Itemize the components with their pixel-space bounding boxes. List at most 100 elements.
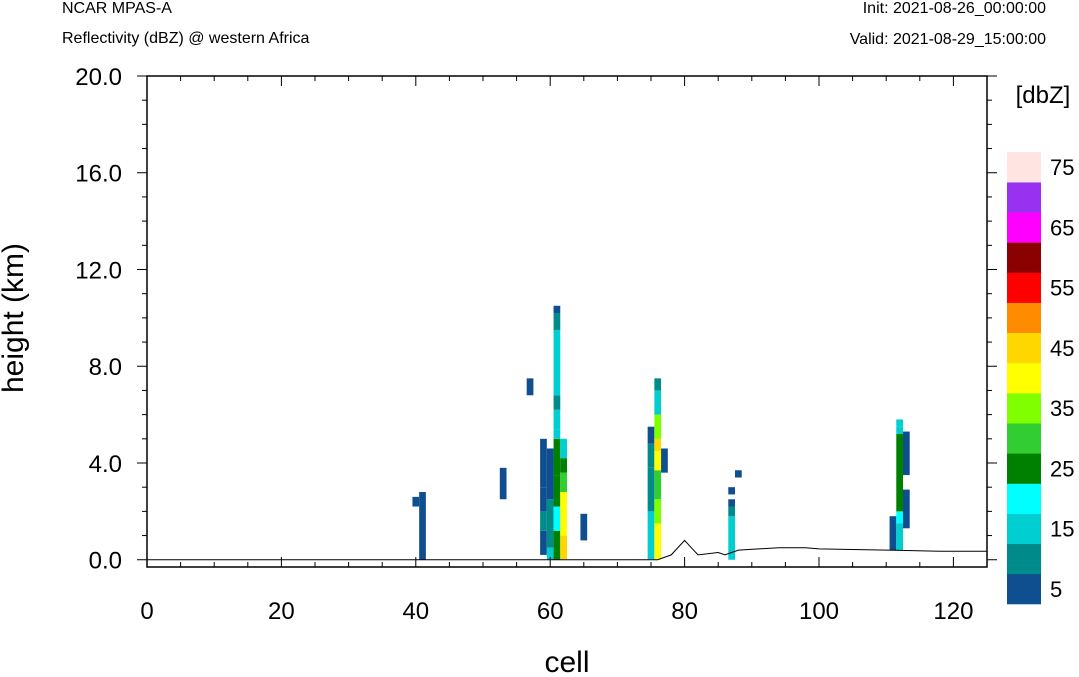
x-tick-label: 120 bbox=[933, 598, 973, 625]
reflectivity-cell bbox=[896, 433, 903, 512]
reflectivity-cell bbox=[896, 426, 903, 434]
reflectivity-cell bbox=[412, 496, 420, 507]
reflectivity-cell bbox=[654, 523, 662, 560]
colorbar-swatch bbox=[1007, 242, 1041, 273]
terrain-line bbox=[147, 539, 987, 561]
reflectivity-cell bbox=[540, 530, 547, 555]
colorbar-swatch bbox=[1007, 302, 1041, 334]
colorbar-swatch bbox=[1007, 212, 1041, 243]
reflectivity-cell bbox=[546, 448, 554, 500]
reflectivity-cell bbox=[728, 499, 735, 507]
colorbar-swatch bbox=[1007, 453, 1041, 484]
reflectivity-cell bbox=[654, 470, 662, 500]
field-subtitle: Reflectivity (dBZ) @ western Africa bbox=[62, 30, 310, 47]
colorbar-swatch bbox=[1007, 573, 1041, 605]
reflectivity-cell bbox=[553, 305, 561, 314]
colorbar-swatch bbox=[1007, 513, 1041, 545]
reflectivity-cell bbox=[546, 547, 554, 560]
reflectivity-cell bbox=[728, 487, 735, 495]
reflectivity-cell bbox=[896, 523, 903, 551]
x-axis-label: cell bbox=[544, 646, 589, 677]
reflectivity-cell bbox=[647, 426, 655, 444]
init-time: Init: 2021-08-26_00:00:00 bbox=[862, 0, 1046, 17]
reflectivity-cell bbox=[560, 472, 567, 493]
colorbar-swatch bbox=[1007, 182, 1041, 213]
y-tick-label: 4.0 bbox=[89, 451, 122, 478]
x-tick-label: 60 bbox=[537, 598, 564, 625]
plot-frame bbox=[146, 75, 988, 568]
reflectivity-cell bbox=[896, 419, 903, 427]
reflectivity-cell bbox=[560, 438, 567, 459]
reflectivity-cell bbox=[553, 429, 561, 439]
colorbar-swatch bbox=[1007, 423, 1041, 454]
reflectivity-cell bbox=[654, 378, 662, 391]
reflectivity-cell bbox=[735, 470, 742, 478]
y-tick-label: 12.0 bbox=[75, 257, 122, 284]
reflectivity-cell bbox=[728, 506, 735, 517]
cells-layer bbox=[412, 305, 910, 560]
reflectivity-cell bbox=[540, 438, 547, 488]
y-tick-label: 20.0 bbox=[75, 64, 122, 91]
reflectivity-cell bbox=[654, 438, 662, 451]
reflectivity-cell bbox=[654, 414, 662, 439]
colorbar-label: 75 bbox=[1050, 155, 1074, 180]
terrain-layer bbox=[147, 539, 987, 561]
reflectivity-cell bbox=[553, 395, 561, 410]
reflectivity-cell bbox=[560, 492, 567, 536]
colorbar-label: 15 bbox=[1050, 517, 1074, 542]
reflectivity-cell bbox=[499, 467, 507, 500]
reflectivity-cell bbox=[540, 487, 547, 512]
reflectivity-cell bbox=[553, 313, 561, 330]
reflectivity-cell bbox=[419, 492, 426, 560]
colorbar-swatch bbox=[1007, 272, 1041, 303]
reflectivity-cell bbox=[728, 516, 735, 560]
reflectivity-cell bbox=[553, 475, 561, 507]
reflectivity-cell bbox=[903, 431, 910, 476]
colorbar-label: 35 bbox=[1050, 396, 1074, 421]
reflectivity-cell bbox=[647, 511, 655, 560]
reflectivity-cell bbox=[553, 409, 561, 430]
reflectivity-cell bbox=[540, 511, 547, 531]
reflectivity-cell bbox=[560, 458, 567, 473]
y-tick-label: 8.0 bbox=[89, 354, 122, 381]
colorbar-swatch bbox=[1007, 483, 1041, 514]
axes-layer: 0 20 40 60 80 100 120 0.0 4.0 8.0 12.0 16.0 20.0 cell… bbox=[0, 64, 997, 677]
reflectivity-cell bbox=[903, 489, 910, 529]
colorbar-swatch bbox=[1007, 362, 1041, 394]
colorbar-label: 45 bbox=[1050, 336, 1074, 361]
colorbar-label: 5 bbox=[1050, 577, 1062, 602]
x-tick-label: 0 bbox=[140, 598, 153, 625]
reflectivity-cell bbox=[654, 499, 662, 524]
y-axis-label: height (km) bbox=[0, 243, 30, 393]
colorbar-title: [dbZ] bbox=[1016, 82, 1071, 109]
reflectivity-cell bbox=[889, 516, 897, 551]
reflectivity-cell bbox=[546, 499, 554, 548]
x-tick-label: 20 bbox=[268, 598, 295, 625]
colorbar-swatch bbox=[1007, 393, 1041, 424]
reflectivity-cell bbox=[560, 535, 567, 560]
colorbar-label: 25 bbox=[1050, 456, 1074, 481]
y-tick-label: 0.0 bbox=[89, 548, 122, 575]
reflectivity-cell bbox=[661, 448, 668, 473]
colorbar-label: 55 bbox=[1050, 276, 1074, 301]
reflectivity-cell bbox=[647, 443, 655, 468]
colorbar-swatch bbox=[1007, 543, 1041, 575]
reflectivity-cell bbox=[654, 450, 662, 471]
reflectivity-cell bbox=[553, 329, 561, 396]
colorbar-layer: 5 15 25 35 45 55 65 75 [dbZ] bbox=[1007, 82, 1074, 605]
reflectivity-cell bbox=[580, 513, 588, 541]
x-tick-label: 80 bbox=[671, 598, 698, 625]
valid-time: Valid: 2021-08-29_15:00:00 bbox=[849, 31, 1046, 48]
reflectivity-cell bbox=[896, 511, 903, 524]
x-tick-label: 100 bbox=[799, 598, 839, 625]
reflectivity-cell bbox=[553, 506, 561, 531]
colorbar-label: 65 bbox=[1050, 215, 1074, 240]
y-tick-label: 16.0 bbox=[75, 161, 122, 188]
x-tick-label: 40 bbox=[402, 598, 429, 625]
colorbar-swatch bbox=[1007, 332, 1041, 364]
reflectivity-cell bbox=[647, 467, 655, 512]
colorbar-swatch bbox=[1007, 152, 1041, 183]
reflectivity-cell bbox=[654, 390, 662, 415]
reflectivity-cell bbox=[526, 378, 534, 396]
